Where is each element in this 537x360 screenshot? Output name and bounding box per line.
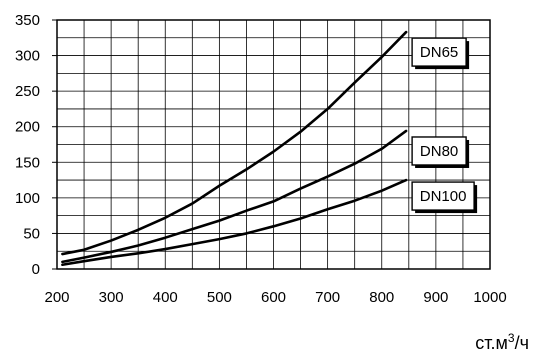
x-tick-label: 900: [423, 289, 448, 306]
series-label-dn100: DN100: [411, 181, 478, 214]
series-labels: DN65 DN80 DN100: [411, 37, 478, 214]
x-unit-sup: 3: [507, 331, 515, 345]
label-box: [411, 181, 475, 211]
series-label-dn65: DN65: [411, 37, 470, 70]
series-lines: [61, 30, 408, 267]
x-tick-label: 800: [369, 289, 394, 306]
x-tick-label: 1000: [473, 289, 506, 306]
series-line-dn80: [61, 129, 408, 264]
grid: [56, 19, 491, 270]
y-tick-label: 250: [15, 83, 40, 100]
series-line-dn65: [61, 30, 408, 256]
x-tick-label: 500: [207, 289, 232, 306]
label-text: DN100: [420, 188, 467, 205]
tick-labels: 200 300 400 500 600 700 800 900 1000 0 50 100 150 200…: [15, 12, 507, 306]
x-tick-label: 700: [315, 289, 340, 306]
y-tick-label: 50: [23, 225, 40, 242]
label-text: DN65: [420, 44, 458, 61]
y-tick-label: 100: [15, 190, 40, 207]
x-unit-tail: /ч: [514, 333, 529, 353]
x-tick-label: 200: [44, 289, 69, 306]
series-label-dn80: DN80: [411, 136, 470, 168]
x-tick-label: 400: [153, 289, 178, 306]
plot-frame: [56, 19, 491, 270]
series-line-dn100: [61, 178, 408, 267]
x-tick-label: 600: [261, 289, 286, 306]
y-tick-label: 0: [32, 261, 40, 278]
x-axis-unit: ст.м3/ч: [475, 331, 529, 354]
label-text: DN80: [420, 143, 458, 160]
x-unit-main: ст.м: [475, 333, 508, 353]
label-box: [411, 136, 467, 166]
y-tick-label: 350: [15, 12, 40, 29]
y-tick-label: 150: [15, 154, 40, 171]
x-tick-label: 300: [99, 289, 124, 306]
label-box: [411, 37, 467, 67]
y-tick-label: 200: [15, 119, 40, 136]
y-tick-label: 300: [15, 48, 40, 65]
